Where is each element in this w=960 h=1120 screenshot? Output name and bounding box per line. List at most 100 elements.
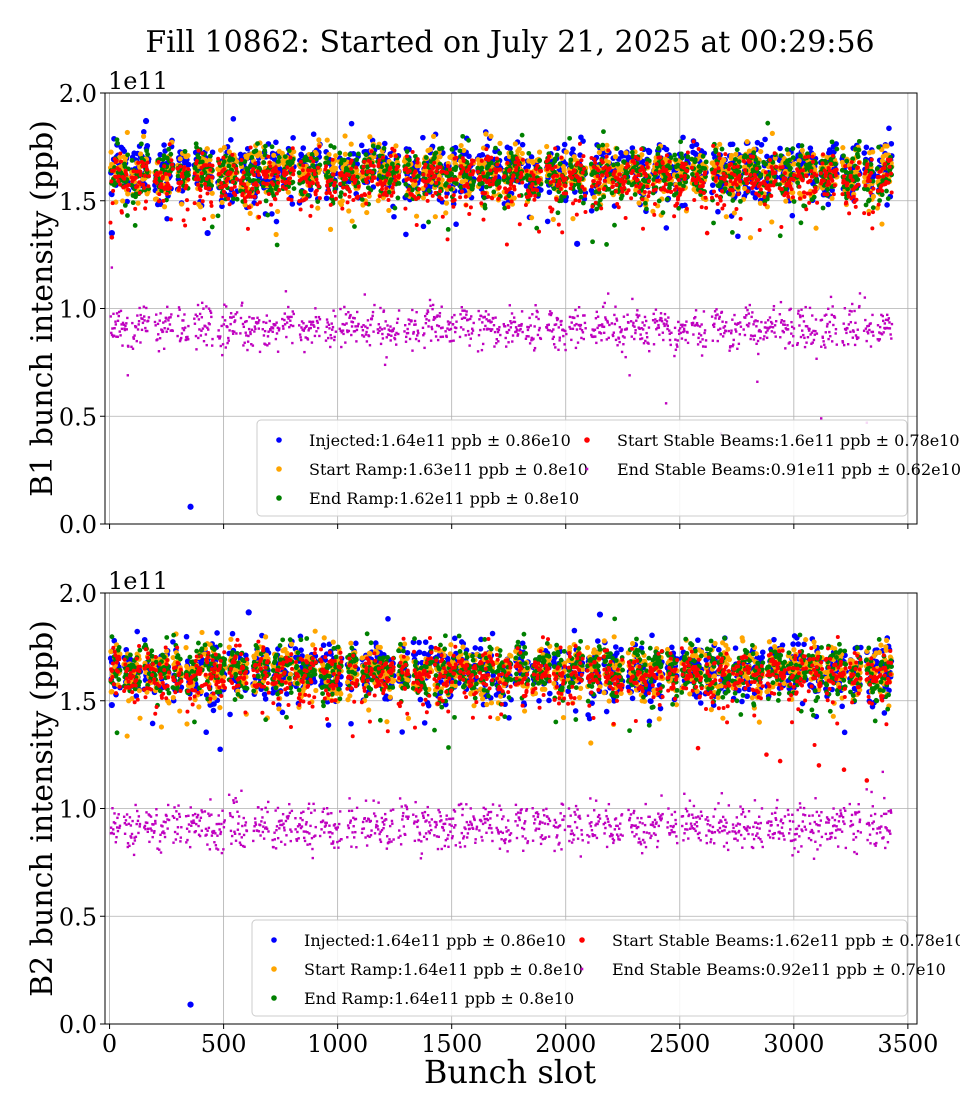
- b1-end_ramp-point: [138, 141, 144, 147]
- b1-end_stable-point: [177, 306, 181, 309]
- b1-end_stable-point: [357, 322, 360, 326]
- b1-end_ramp-point: [324, 155, 329, 161]
- b1-end_ramp-point: [729, 230, 735, 235]
- b1-start_stable-point: [183, 223, 188, 228]
- b1-end_ramp-point: [611, 162, 616, 168]
- b1-start_stable-point: [699, 205, 704, 210]
- b1-end_stable-point: [315, 330, 318, 333]
- b1-end_ramp-point: [262, 148, 268, 154]
- b1-end_stable-point: [158, 319, 161, 322]
- b1-injected-point: [715, 208, 721, 215]
- b1-start_stable-point: [675, 201, 680, 206]
- b1-end_stable-point: [138, 306, 141, 310]
- b1-injected-point: [538, 187, 544, 193]
- b1-injected-point: [825, 201, 832, 208]
- b1-start_stable-point: [471, 158, 476, 163]
- b1-start_stable-point: [635, 177, 640, 182]
- b1-injected-point: [663, 225, 670, 231]
- b1-start_stable-point: [583, 210, 588, 215]
- b1-end_stable-point: [171, 329, 174, 333]
- b1-start_stable-point: [459, 189, 464, 194]
- b1-start_stable-point: [198, 194, 203, 199]
- b1-start_stable-point: [876, 202, 881, 207]
- b1-end_ramp-point: [856, 147, 862, 153]
- b1-end_ramp-point: [352, 224, 357, 229]
- b1-start_stable-point: [271, 182, 276, 187]
- b1-start_ramp-point: [458, 142, 464, 149]
- b1-injected-point: [273, 139, 279, 146]
- b1-start_stable-point: [735, 164, 740, 169]
- b1-start_stable-point: [713, 168, 718, 173]
- b1-end_stable-point: [235, 311, 239, 314]
- b1-start_stable-point: [395, 165, 400, 170]
- b1-end_stable-point: [370, 317, 374, 320]
- b1-end_ramp-point: [811, 194, 817, 200]
- b1-start_stable-point: [363, 192, 368, 197]
- b1-end_stable-point: [143, 315, 146, 318]
- b1-end_stable-point: [330, 336, 333, 340]
- b1-start_stable-point: [652, 212, 657, 217]
- b1-end_stable-point: [387, 333, 391, 337]
- b1-start_stable-point: [116, 178, 121, 183]
- b1-end_ramp-point: [389, 161, 395, 167]
- b1-start_stable-point: [800, 178, 805, 183]
- b1-start_stable-point: [221, 189, 226, 194]
- b1-injected-point: [663, 146, 670, 153]
- b1-start_stable-point: [206, 174, 211, 179]
- b1-end_stable-point: [156, 338, 159, 341]
- b1-start_stable-point: [360, 170, 365, 175]
- b1-end_stable-point: [210, 344, 214, 347]
- b1-end_ramp-point: [736, 159, 742, 165]
- b1-end_stable-point: [311, 320, 315, 323]
- b1-start_stable-point: [346, 172, 351, 177]
- b1-end_stable-point: [380, 328, 384, 331]
- b1-start_stable-point: [703, 195, 708, 200]
- b1-start_ramp-point: [339, 198, 345, 204]
- b1-start_stable-point: [554, 197, 559, 202]
- b1-start_stable-point: [479, 201, 484, 206]
- b1-end_stable-point: [324, 331, 327, 334]
- b1-end_stable-point: [369, 323, 372, 327]
- b1-start_stable-point: [813, 189, 818, 194]
- b1-end_stable-point: [199, 334, 203, 337]
- b1-end_stable-point: [330, 322, 333, 325]
- b1-start_stable-point: [202, 217, 207, 222]
- b1-start_stable-point: [528, 193, 533, 198]
- b1-injected-point: [381, 140, 388, 147]
- b1-end_stable-point: [182, 319, 185, 322]
- b1-start_stable-point: [447, 167, 452, 172]
- b1-start_stable-point: [789, 187, 794, 192]
- b1-end_ramp-point: [614, 146, 620, 152]
- b1-start_stable-point: [744, 171, 749, 176]
- b1-start_ramp-point: [124, 129, 130, 136]
- b1-end_ramp-point: [356, 151, 361, 157]
- b1-end_ramp-point: [596, 143, 601, 149]
- b1-injected-point: [157, 151, 164, 158]
- b1-start_stable-point: [311, 159, 316, 164]
- b1-start_stable-point: [493, 175, 498, 180]
- b1-end_ramp-point: [876, 144, 881, 150]
- b1-start_ramp-point: [271, 152, 277, 158]
- b1-end_stable-point: [116, 319, 120, 323]
- b1-start_stable-point: [714, 193, 719, 198]
- b1-end_ramp-point: [491, 189, 497, 195]
- b1-start_stable-point: [156, 199, 161, 204]
- b1-start_stable-point: [317, 144, 322, 149]
- b1-start_stable-point: [392, 174, 397, 179]
- b1-start_stable-point: [664, 167, 669, 172]
- b1-start_stable-point: [464, 203, 469, 208]
- b1-injected-point: [420, 134, 426, 141]
- b1-end_stable-point: [194, 334, 198, 338]
- b1-start_stable-point: [163, 171, 168, 176]
- b1-injected-point: [729, 141, 736, 148]
- b1-start_stable-point: [164, 191, 169, 196]
- b1-end_stable-point: [302, 322, 305, 325]
- b1-end_stable-point: [146, 319, 150, 323]
- b1-start_stable-point: [445, 237, 450, 242]
- b1-end_ramp-point: [777, 233, 783, 239]
- b1-end_stable-point: [391, 329, 395, 333]
- b1-start_stable-point: [196, 148, 201, 153]
- b1-end_stable-point: [110, 331, 113, 335]
- b1-end_ramp-point: [363, 152, 369, 158]
- b1-start_stable-point: [316, 184, 321, 189]
